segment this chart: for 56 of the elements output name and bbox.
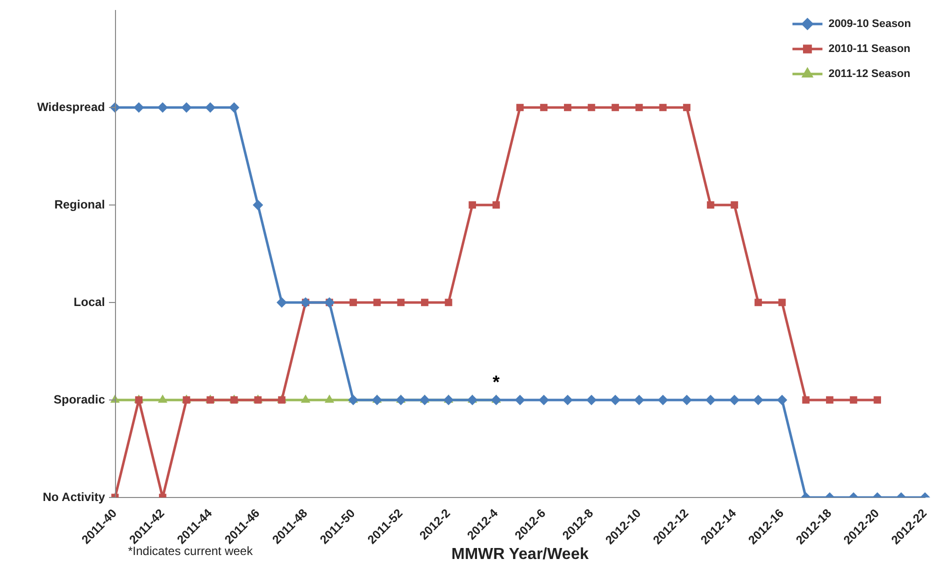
category-label: Regional [54, 197, 105, 212]
point [252, 200, 263, 210]
point [730, 201, 738, 209]
x-axis-title: MMWR Year/Week [451, 546, 589, 563]
legend-label: 2009-10 Season [828, 18, 912, 30]
point [158, 394, 168, 403]
annotation: * [492, 372, 500, 392]
point [350, 298, 357, 306]
point [682, 394, 692, 405]
point [802, 396, 810, 404]
category-label: Sporadic [54, 392, 105, 406]
category-label: Local [74, 294, 105, 309]
point [753, 394, 764, 405]
point [729, 394, 740, 405]
category-label: Widespread [37, 100, 105, 114]
point [276, 297, 287, 308]
point [586, 394, 596, 405]
point [777, 394, 788, 405]
point [468, 201, 476, 209]
point [229, 102, 240, 112]
point [562, 394, 573, 405]
point [540, 104, 548, 112]
point [658, 394, 668, 405]
point [683, 104, 690, 112]
point [564, 104, 572, 112]
legend-label: 2010-11 Season [828, 43, 911, 56]
point [134, 102, 144, 112]
point [421, 298, 428, 306]
point [706, 201, 714, 209]
point [325, 394, 334, 403]
point [373, 298, 381, 306]
point [659, 104, 667, 112]
point [516, 104, 524, 112]
point [492, 201, 500, 209]
point [634, 394, 644, 405]
point [826, 396, 834, 404]
point [301, 394, 310, 403]
legend-label: 2011-12 Season [828, 68, 911, 80]
point [444, 298, 452, 306]
point [610, 394, 620, 405]
point [205, 102, 216, 112]
point [850, 396, 858, 404]
point [874, 396, 882, 404]
point [515, 394, 525, 405]
point [538, 394, 549, 405]
point [181, 102, 192, 112]
point [588, 104, 596, 112]
text: *Indicates current week [128, 544, 253, 558]
point [397, 298, 405, 306]
point [635, 104, 643, 112]
point [706, 394, 716, 405]
point [612, 104, 619, 112]
point [158, 102, 168, 112]
point [778, 298, 786, 306]
category-label: No Activity [42, 490, 105, 504]
point [754, 298, 762, 306]
